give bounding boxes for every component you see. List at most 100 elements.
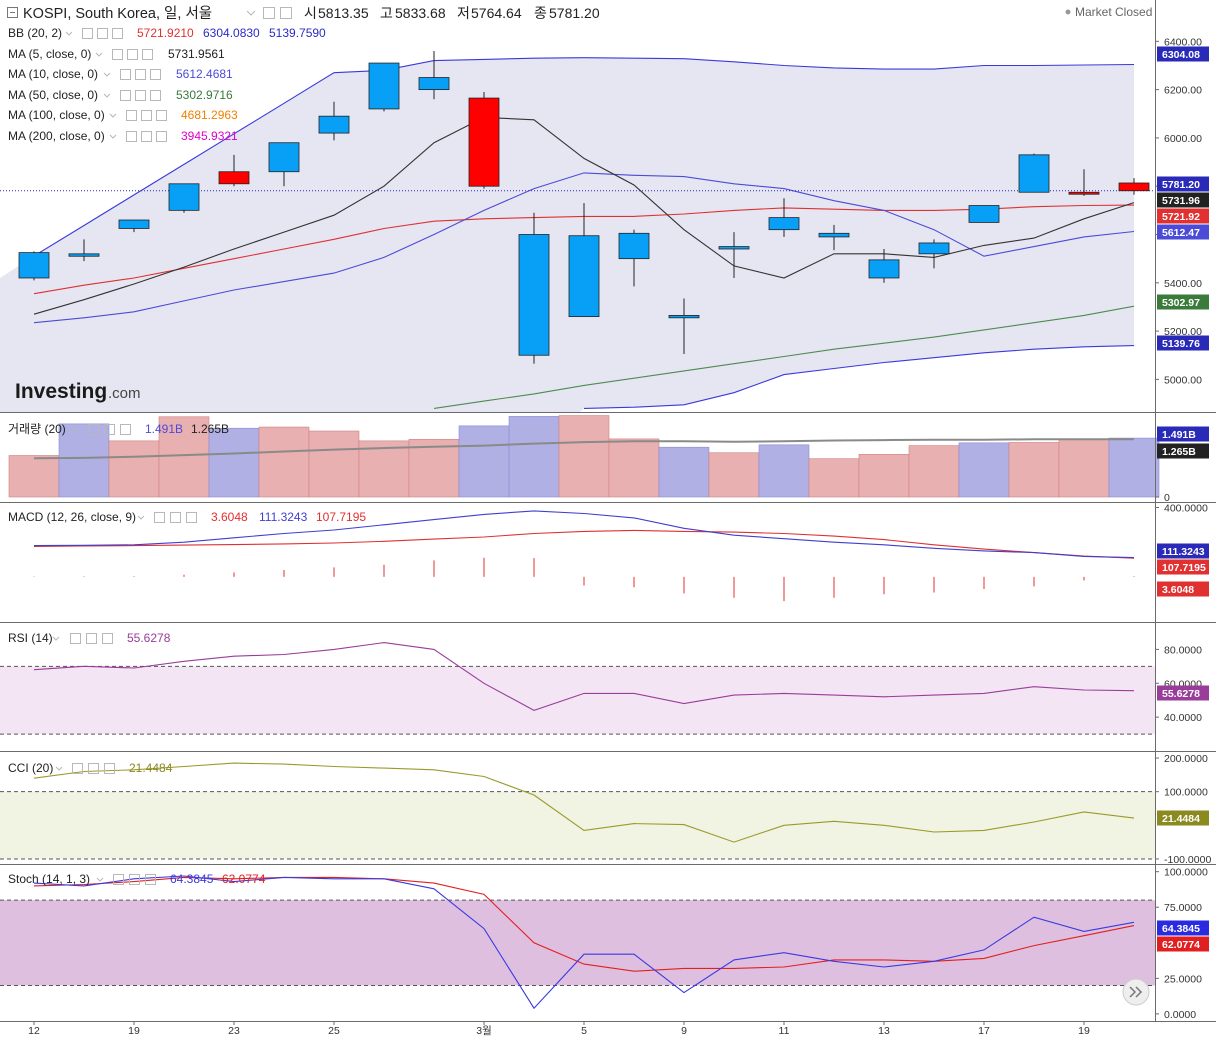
candle-22 — [1118, 178, 1150, 195]
volume-visibility-icon[interactable] — [88, 424, 99, 435]
watermark-suffix: .com — [108, 385, 141, 402]
ma50-visibility-icon[interactable] — [120, 90, 131, 101]
badge-bb-upper-text: 6304.08 — [1162, 49, 1200, 61]
axis-labels: 6400.006200.006000.005800.005600.005400.… — [28, 36, 1211, 1037]
bb-close-icon[interactable] — [112, 28, 123, 39]
rsi-close-icon[interactable] — [102, 633, 113, 644]
cci-tick-0: 200.0000 — [1164, 753, 1208, 765]
badge-stoch-d-text: 62.0774 — [1162, 939, 1200, 951]
price-tick-6: 5200.00 — [1164, 326, 1202, 338]
stoch-band-fill — [0, 900, 1155, 986]
ma100-visibility-icon[interactable] — [126, 110, 137, 121]
ma100-dropdown-icon[interactable] — [109, 113, 117, 118]
volume-bar-13 — [658, 446, 710, 498]
cci-visibility-icon[interactable] — [72, 763, 83, 774]
stoch-k-value: 64.3845 — [170, 872, 214, 886]
ma100-label: MA (100, close, 0) — [8, 108, 105, 122]
ma100-close-icon[interactable] — [156, 110, 167, 121]
badge-bb-lower: 5139.76 — [1157, 335, 1209, 351]
x-tick-7: 11 — [779, 1025, 790, 1037]
volume-bar-15 — [758, 444, 810, 498]
macd-visibility-icon[interactable] — [154, 512, 165, 523]
volume-bar-2 — [108, 440, 160, 498]
volume-bar-20 — [1008, 442, 1060, 498]
macd-settings-icon[interactable] — [170, 512, 181, 523]
rsi-line — [33, 642, 1135, 711]
badge-stoch-k: 64.3845 — [1157, 920, 1209, 936]
ma5-visibility-icon[interactable] — [112, 49, 123, 60]
candle-13 — [668, 298, 700, 355]
cci-dropdown-icon[interactable] — [55, 766, 63, 771]
ma200-settings-icon[interactable] — [141, 131, 152, 142]
stoch-visibility-icon[interactable] — [113, 874, 124, 885]
stoch-dropdown-icon[interactable] — [96, 877, 104, 882]
rsi-settings-icon[interactable] — [86, 633, 97, 644]
bb-upper-line — [33, 57, 1135, 257]
ma200-close-icon[interactable] — [156, 131, 167, 142]
settings-icon[interactable] — [280, 7, 292, 19]
badge-bb-upper: 6304.08 — [1157, 46, 1209, 62]
rsi-dropdown-icon[interactable] — [52, 636, 60, 641]
ma100-settings-icon[interactable] — [141, 110, 152, 121]
rsi-visibility-icon[interactable] — [70, 633, 81, 644]
badge-macd-bg — [1157, 543, 1209, 559]
volume-close-icon[interactable] — [120, 424, 131, 435]
bb-upper-value: 6304.0830 — [203, 26, 260, 40]
cci-close-icon[interactable] — [104, 763, 115, 774]
cci-tick-2: -100.0000 — [1164, 854, 1211, 866]
x-tick-8: 13 — [878, 1025, 890, 1037]
ma200-dropdown-icon[interactable] — [109, 134, 117, 139]
ma50-line — [433, 305, 1135, 409]
ma10-close-icon[interactable] — [150, 69, 161, 80]
price-tick-0: 6400.00 — [1164, 36, 1202, 48]
badge-rsi-text: 55.6278 — [1162, 688, 1200, 700]
collapse-icon[interactable] — [7, 7, 18, 18]
bb-dropdown-icon[interactable] — [65, 31, 73, 36]
candle-1 — [68, 239, 100, 262]
ma50-dropdown-icon[interactable] — [103, 93, 111, 98]
bb-visibility-icon[interactable] — [82, 28, 93, 39]
ma5-dropdown-icon[interactable] — [95, 52, 103, 57]
stoch-close-icon[interactable] — [145, 874, 156, 885]
candle-body-5 — [268, 142, 300, 173]
bb-settings-icon[interactable] — [97, 28, 108, 39]
macd-dropdown-icon[interactable] — [137, 515, 145, 520]
symbol-dropdown-icon[interactable] — [246, 10, 256, 16]
visibility-icon[interactable] — [263, 7, 275, 19]
ma50-settings-icon[interactable] — [135, 90, 146, 101]
cci-settings-icon[interactable] — [88, 763, 99, 774]
candle-body-17 — [868, 259, 900, 279]
badge-macd-text: 111.3243 — [1162, 546, 1205, 558]
rsi-tick-0: 80.0000 — [1164, 644, 1202, 656]
candle-body-20 — [1018, 154, 1050, 193]
badge-macd-hist-text: 3.6048 — [1162, 584, 1194, 596]
badge-volume-text: 1.491B — [1162, 429, 1196, 441]
stoch-settings-icon[interactable] — [129, 874, 140, 885]
ma10-dropdown-icon[interactable] — [103, 72, 111, 77]
scroll-to-latest-button[interactable] — [1122, 978, 1150, 1006]
ma50-value: 5302.9716 — [176, 88, 233, 102]
volume-bar-11 — [558, 415, 610, 498]
volume-tick-0: 0 — [1164, 492, 1170, 504]
volume-bar-5 — [258, 426, 310, 498]
volume-value: 1.491B — [145, 422, 183, 436]
low-label: 저 — [457, 5, 470, 21]
ma5-close-icon[interactable] — [142, 49, 153, 60]
volume-dropdown-icon[interactable] — [70, 427, 78, 432]
ma5-settings-icon[interactable] — [127, 49, 138, 60]
x-tick-10: 19 — [1078, 1025, 1090, 1037]
volume-bar-16 — [808, 458, 860, 498]
ma10-visibility-icon[interactable] — [120, 69, 131, 80]
ma10-settings-icon[interactable] — [135, 69, 146, 80]
ma200-visibility-icon[interactable] — [126, 131, 137, 142]
volume-settings-icon[interactable] — [104, 424, 115, 435]
candle-body-8 — [418, 77, 450, 91]
ma50-close-icon[interactable] — [150, 90, 161, 101]
badge-cci: 21.4484 — [1157, 810, 1209, 826]
macd-close-icon[interactable] — [186, 512, 197, 523]
x-tick-2: 23 — [228, 1025, 240, 1037]
badge-volume: 1.491B — [1157, 426, 1209, 442]
candle-7 — [368, 62, 400, 112]
